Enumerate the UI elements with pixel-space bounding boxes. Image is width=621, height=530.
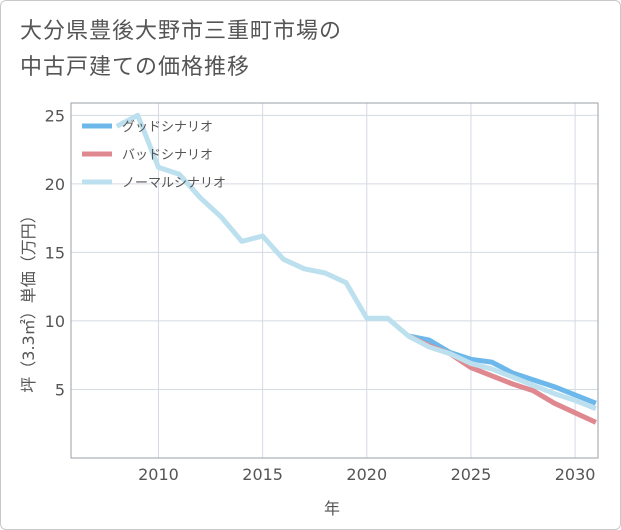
y-axis-title: 坪（3.3㎡）単価（万円） <box>19 207 38 392</box>
plot-frame <box>70 102 599 459</box>
y-tick-label: 5 <box>55 380 65 399</box>
x-axis-title: 年 <box>324 499 340 518</box>
x-tick-label: 2010 <box>138 465 179 484</box>
y-tick-label: 15 <box>45 243 65 262</box>
legend-label: グッドシナリオ <box>122 120 213 135</box>
y-axis-ticks: 5 10 15 20 25 <box>45 106 65 399</box>
legend-label: ノーマルシナリオ <box>122 176 226 191</box>
legend-label: バッドシナリオ <box>122 148 213 163</box>
legend-item-3[interactable]: ノーマルシナリオ <box>82 176 226 191</box>
y-tick-label: 10 <box>45 312 65 331</box>
series-line-1 <box>407 333 597 406</box>
x-tick-label: 2020 <box>346 465 387 484</box>
chart-title-line-1: 大分県豊後大野市三重町市場の <box>20 19 343 44</box>
legend-item-1[interactable]: グッドシナリオ <box>82 120 213 135</box>
series-lines <box>115 112 597 425</box>
x-tick-label: 2030 <box>555 465 596 484</box>
chart-title: 大分県豊後大野市三重町市場の 中古戸建ての価格推移 <box>20 14 342 86</box>
series-line-3 <box>115 112 597 412</box>
y-tick-label: 20 <box>45 175 65 194</box>
x-tick-label: 2015 <box>242 465 283 484</box>
x-axis-ticks: 2010 2015 2020 2025 2030 <box>138 465 595 484</box>
legend-item-2[interactable]: バッドシナリオ <box>82 148 213 163</box>
x-tick-label: 2025 <box>451 465 492 484</box>
chart-title-line-2: 中古戸建ての価格推移 <box>20 55 251 80</box>
grid-lines <box>71 103 598 458</box>
y-tick-label: 25 <box>45 106 65 125</box>
